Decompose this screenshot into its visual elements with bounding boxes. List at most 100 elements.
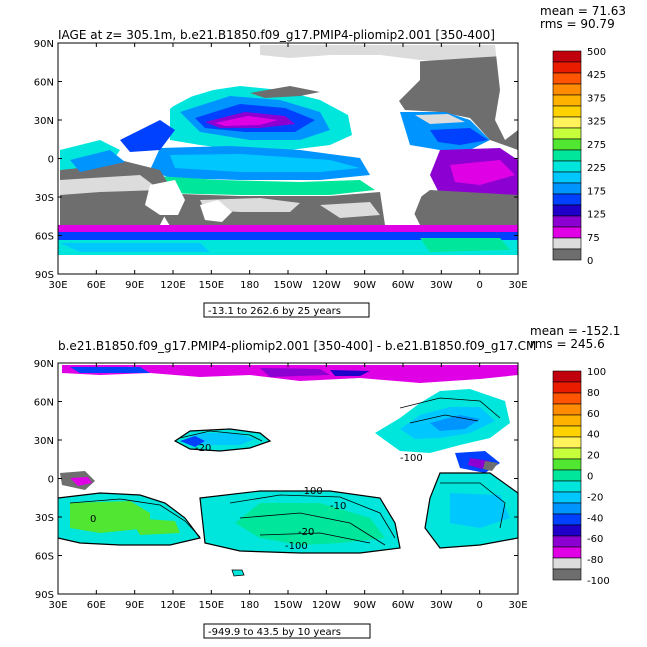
top-colorbar: 500 425 375 325 275 225 175 125 75 0: [552, 47, 606, 267]
top-title: IAGE at z= 305.1m, b.e21.B1850.f09_g17.P…: [58, 28, 495, 42]
lat-tick-label: 30S: [35, 513, 54, 524]
lat-tick-label: 90S: [35, 590, 54, 601]
colorbar-swatch: [552, 491, 582, 504]
bottom-range-box: -949.9 to 43.5 by 10 years: [203, 623, 371, 639]
colorbar-swatch: [552, 403, 582, 416]
colorbar-label: 425: [587, 70, 606, 81]
lon-tick-label: 60W: [392, 600, 415, 611]
contour-label: -100: [300, 486, 323, 497]
lat-tick-label: 90N: [34, 359, 54, 370]
lon-tick-label: 60W: [392, 280, 415, 291]
colorbar-label: -100: [587, 576, 610, 587]
colorbar-label: 0: [587, 256, 593, 267]
colorbar-swatch: [552, 237, 582, 250]
lon-tick-label: 30W: [430, 280, 453, 291]
bottom-panel-svg: mean = -152.1 rms = 245.6 b.e21.B1850.f0…: [34, 324, 620, 639]
colorbar-swatch: [552, 248, 582, 261]
colorbar-swatch: [552, 160, 582, 173]
lon-tick-label: 120W: [312, 280, 341, 291]
colorbar-label: -40: [587, 513, 603, 524]
colorbar-swatch: [552, 480, 582, 493]
colorbar-label: 175: [587, 186, 606, 197]
colorbar-swatch: [552, 226, 582, 239]
colorbar-swatch: [552, 83, 582, 96]
colorbar-label: 325: [587, 117, 606, 128]
colorbar-label: 80: [587, 388, 600, 399]
lon-tick-label: 90E: [125, 280, 144, 291]
lon-tick-label: 90W: [353, 280, 376, 291]
bottom-mean: mean = -152.1: [530, 324, 620, 338]
top-range-note: -13.1 to 262.6 by 25 years: [208, 306, 341, 317]
lon-tick-label: 0: [476, 280, 482, 291]
colorbar-swatch: [552, 138, 582, 151]
colorbar-swatch: [552, 458, 582, 471]
colorbar-label: -20: [587, 492, 603, 503]
lon-tick-label: 30E: [48, 600, 67, 611]
contour-label: -20: [195, 443, 211, 454]
colorbar-swatch: [552, 502, 582, 515]
lat-tick-label: 30N: [34, 436, 54, 447]
bottom-panel: mean = -152.1 rms = 245.6 b.e21.B1850.f0…: [0, 323, 647, 647]
lat-tick-label: 90N: [34, 39, 54, 50]
contour-label: -20: [298, 527, 314, 538]
lon-tick-label: 0: [476, 600, 482, 611]
colorbar-swatch: [552, 116, 582, 129]
colorbar-swatch: [552, 513, 582, 526]
lon-tick-label: 30E: [508, 280, 527, 291]
lon-tick-label: 150E: [199, 280, 224, 291]
lat-tick-label: 30N: [34, 116, 54, 127]
lat-tick-label: 30S: [35, 193, 54, 204]
colorbar-swatch: [552, 546, 582, 559]
top-panel-svg: mean = 71.63 rms = 90.79 IAGE at z= 305.…: [34, 4, 626, 318]
top-lat-ticks: 90N 60N 30N 0 30S 60S 90S: [34, 39, 518, 281]
top-rms: rms = 90.79: [540, 17, 615, 31]
lon-tick-label: 60E: [87, 600, 106, 611]
colorbar-swatch: [552, 193, 582, 206]
lat-tick-label: 60S: [35, 232, 54, 243]
top-mean: mean = 71.63: [540, 4, 626, 18]
top-lon-ticks: 30E 60E 90E 120E 150E 180 150W 120W 90W 60W 30W 0 30…: [48, 43, 528, 291]
lon-tick-label: 150W: [274, 280, 303, 291]
colorbar-swatch: [552, 182, 582, 195]
lon-tick-label: 120W: [312, 600, 341, 611]
lon-tick-label: 120E: [160, 280, 185, 291]
colorbar-swatch: [552, 215, 582, 228]
lon-tick-label: 30E: [48, 280, 67, 291]
bottom-contour-labels: -20 -100 -100 -10 0 -20 -100: [90, 443, 423, 552]
colorbar-swatch: [552, 524, 582, 537]
colorbar-label: 375: [587, 93, 606, 104]
bottom-map: [57, 362, 519, 595]
lon-tick-label: 60E: [87, 280, 106, 291]
colorbar-swatch: [552, 392, 582, 405]
colorbar-label: 75: [587, 233, 600, 244]
lon-tick-label: 150W: [274, 600, 303, 611]
bottom-title: b.e21.B1850.f09_g17.PMIP4-pliomip2.001 […: [58, 339, 536, 353]
colorbar-swatch: [552, 557, 582, 570]
colorbar-swatch: [552, 127, 582, 140]
colorbar-swatch: [552, 94, 582, 107]
lon-tick-label: 180: [240, 600, 259, 611]
colorbar-swatch: [552, 171, 582, 184]
colorbar-swatch: [552, 105, 582, 118]
bottom-lat-ticks: 90N 60N 30N 0 30S 60S 90S: [34, 359, 518, 601]
colorbar-swatch: [552, 568, 582, 581]
bottom-range-note: -949.9 to 43.5 by 10 years: [208, 627, 341, 638]
lon-tick-label: 90W: [353, 600, 376, 611]
lon-tick-label: 90E: [125, 600, 144, 611]
colorbar-label: 225: [587, 163, 606, 174]
colorbar-swatch: [552, 204, 582, 217]
colorbar-label: 0: [587, 472, 593, 483]
colorbar-swatch: [552, 370, 582, 383]
lat-tick-label: 60S: [35, 552, 54, 563]
top-map: [57, 42, 519, 275]
colorbar-swatch: [552, 425, 582, 438]
colorbar-label: 100: [587, 367, 606, 378]
lon-tick-label: 30E: [508, 600, 527, 611]
colorbar-swatch: [552, 50, 582, 63]
colorbar-swatch: [552, 447, 582, 460]
top-range-box: -13.1 to 262.6 by 25 years: [203, 302, 370, 318]
bottom-colorbar: 100 80 60 40 20 0 -20 -40 -60 -80 -100: [552, 367, 610, 587]
contour-label: -10: [330, 501, 346, 512]
colorbar-swatch: [552, 436, 582, 449]
colorbar-swatch: [552, 535, 582, 548]
